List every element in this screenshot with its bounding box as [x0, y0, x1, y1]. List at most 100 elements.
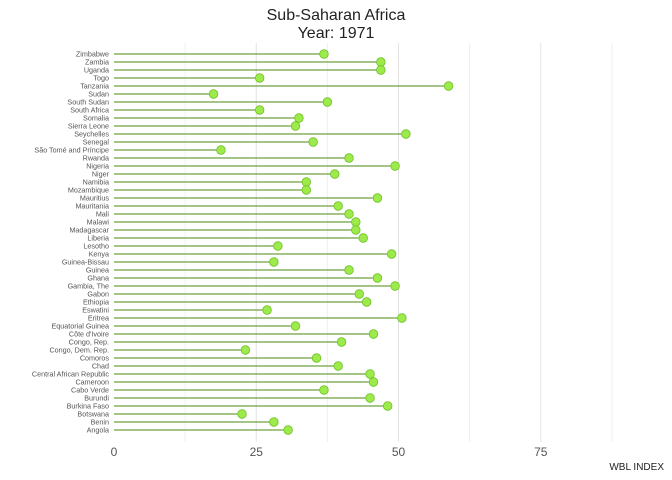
y-tick-label: Lesotho	[83, 242, 109, 251]
lollipop-marker[interactable]	[319, 49, 329, 59]
lollipop-marker[interactable]	[361, 297, 372, 307]
y-tick-labels: ZimbabweZambiaUgandaTogoTanzaniaSudanSou…	[32, 50, 110, 435]
lollipop-marker[interactable]	[311, 353, 322, 363]
x-tick-labels: 0 25 50 75	[111, 445, 548, 459]
lollipop-marker[interactable]	[290, 121, 301, 131]
lollipop-marker[interactable]	[354, 289, 364, 299]
x-axis-title: WBL INDEX	[609, 462, 664, 473]
y-tick-label: Mali	[96, 210, 110, 219]
y-tick-label: South Sudan	[67, 98, 109, 107]
y-tick-label: Kenya	[89, 250, 109, 259]
lollipop-marker[interactable]	[344, 153, 354, 163]
lollipop-marker[interactable]	[290, 321, 301, 331]
chart-title: Sub-Saharan Africa	[266, 7, 406, 24]
y-tick-label: Angola	[87, 426, 109, 435]
y-tick-label: Somalia	[83, 114, 109, 123]
x-tick-label: 0	[111, 445, 118, 459]
x-tick-label: 25	[250, 445, 264, 459]
y-tick-label: Seychelles	[74, 130, 109, 139]
lollipop-marker[interactable]	[443, 81, 454, 91]
y-tick-label: Cameroon	[75, 378, 109, 387]
lollipop-marker[interactable]	[401, 129, 411, 139]
y-tick-label: Liberia	[87, 234, 109, 243]
y-tick-label: São Tomé and Príncipe	[34, 146, 109, 155]
y-tick-label: Burkina Faso	[67, 402, 109, 411]
lollipop-marker[interactable]	[330, 169, 340, 179]
lollipop-marker[interactable]	[269, 417, 279, 427]
lollipop-marker[interactable]	[301, 185, 312, 195]
chart-subtitle: Year: 1971	[297, 25, 375, 42]
lollipop-marker[interactable]	[376, 65, 386, 75]
y-tick-label: Mauritius	[80, 194, 110, 203]
lollipop-marker[interactable]	[273, 241, 283, 251]
y-tick-label: Mauritania	[75, 202, 109, 211]
lollipop-marker[interactable]	[397, 313, 407, 323]
y-tick-label: Ethiopia	[83, 298, 109, 307]
lollipop-marker[interactable]	[269, 257, 279, 267]
lollipop-marker[interactable]	[390, 161, 400, 171]
y-tick-label: Botswana	[77, 410, 109, 419]
y-tick-label: Central African Republic	[32, 370, 110, 379]
y-tick-label: Guinea-Bissau	[62, 258, 109, 267]
lollipop-marker[interactable]	[336, 337, 347, 347]
y-tick-label: Niger	[92, 170, 110, 179]
y-tick-label: Nigeria	[86, 162, 109, 171]
y-tick-label: Uganda	[84, 66, 109, 75]
lollipop-marker[interactable]	[237, 409, 247, 419]
lollipop-marker[interactable]	[254, 73, 265, 83]
lollipop-marker[interactable]	[240, 345, 251, 355]
lollipop-marker[interactable]	[372, 193, 383, 203]
lollipop-marker[interactable]	[368, 377, 379, 387]
lollipop-marker[interactable]	[333, 361, 343, 371]
lollipop-marker[interactable]	[308, 137, 318, 147]
lollipop-marker[interactable]	[376, 57, 386, 67]
y-tick-label: Rwanda	[83, 154, 109, 163]
lollipop-marker[interactable]	[386, 249, 397, 259]
lollipop-markers	[208, 49, 454, 435]
y-tick-label: Madagascar	[69, 226, 109, 235]
y-tick-label: Equatorial Guinea	[51, 322, 109, 331]
lollipop-marker[interactable]	[365, 393, 375, 403]
lollipop-marker[interactable]	[372, 273, 383, 283]
lollipop-marker[interactable]	[294, 113, 304, 123]
lollipop-marker[interactable]	[365, 369, 375, 379]
lollipop-marker[interactable]	[344, 265, 354, 275]
lollipop-marker[interactable]	[368, 329, 379, 339]
y-tick-label: Guinea	[86, 266, 109, 275]
x-tick-label: 75	[534, 445, 548, 459]
y-tick-label: Burundi	[84, 394, 109, 403]
y-tick-label: Cabo Verde	[71, 386, 109, 395]
lollipop-stems	[114, 53, 449, 431]
lollipop-marker[interactable]	[283, 425, 293, 435]
lollipop-marker[interactable]	[208, 89, 219, 99]
lollipop-marker[interactable]	[351, 225, 361, 235]
lollipop-marker[interactable]	[333, 201, 343, 211]
y-tick-label: Togo	[93, 74, 109, 83]
lollipop-marker[interactable]	[344, 209, 354, 219]
y-tick-label: Tanzania	[80, 82, 109, 91]
lollipop-marker[interactable]	[358, 233, 368, 243]
y-tick-label: South Africa	[70, 106, 109, 115]
y-tick-label: Eritrea	[88, 314, 109, 323]
y-tick-label: Comoros	[80, 354, 110, 363]
lollipop-marker[interactable]	[254, 105, 265, 115]
y-tick-label: Malawi	[87, 218, 110, 227]
lollipop-marker[interactable]	[216, 145, 226, 155]
chart-title-block: Sub-Saharan Africa Year: 1971	[0, 7, 672, 43]
y-tick-label: Zambia	[85, 58, 109, 67]
y-tick-label: Gabon	[87, 290, 109, 299]
x-tick-label: 50	[392, 445, 406, 459]
y-tick-label: Benin	[91, 418, 109, 427]
y-tick-label: Gambia, The	[68, 282, 109, 291]
lollipop-marker[interactable]	[351, 217, 361, 227]
lollipop-marker[interactable]	[322, 97, 333, 107]
lollipop-marker[interactable]	[382, 401, 393, 411]
y-tick-label: Ghana	[87, 274, 109, 283]
lollipop-marker[interactable]	[262, 305, 272, 315]
y-tick-label: Eswatini	[82, 306, 109, 315]
lollipop-marker[interactable]	[390, 281, 400, 291]
lollipop-marker[interactable]	[319, 385, 329, 395]
y-tick-label: Congo, Rep.	[69, 338, 109, 347]
lollipop-marker[interactable]	[301, 177, 312, 187]
y-tick-label: Chad	[92, 362, 109, 371]
